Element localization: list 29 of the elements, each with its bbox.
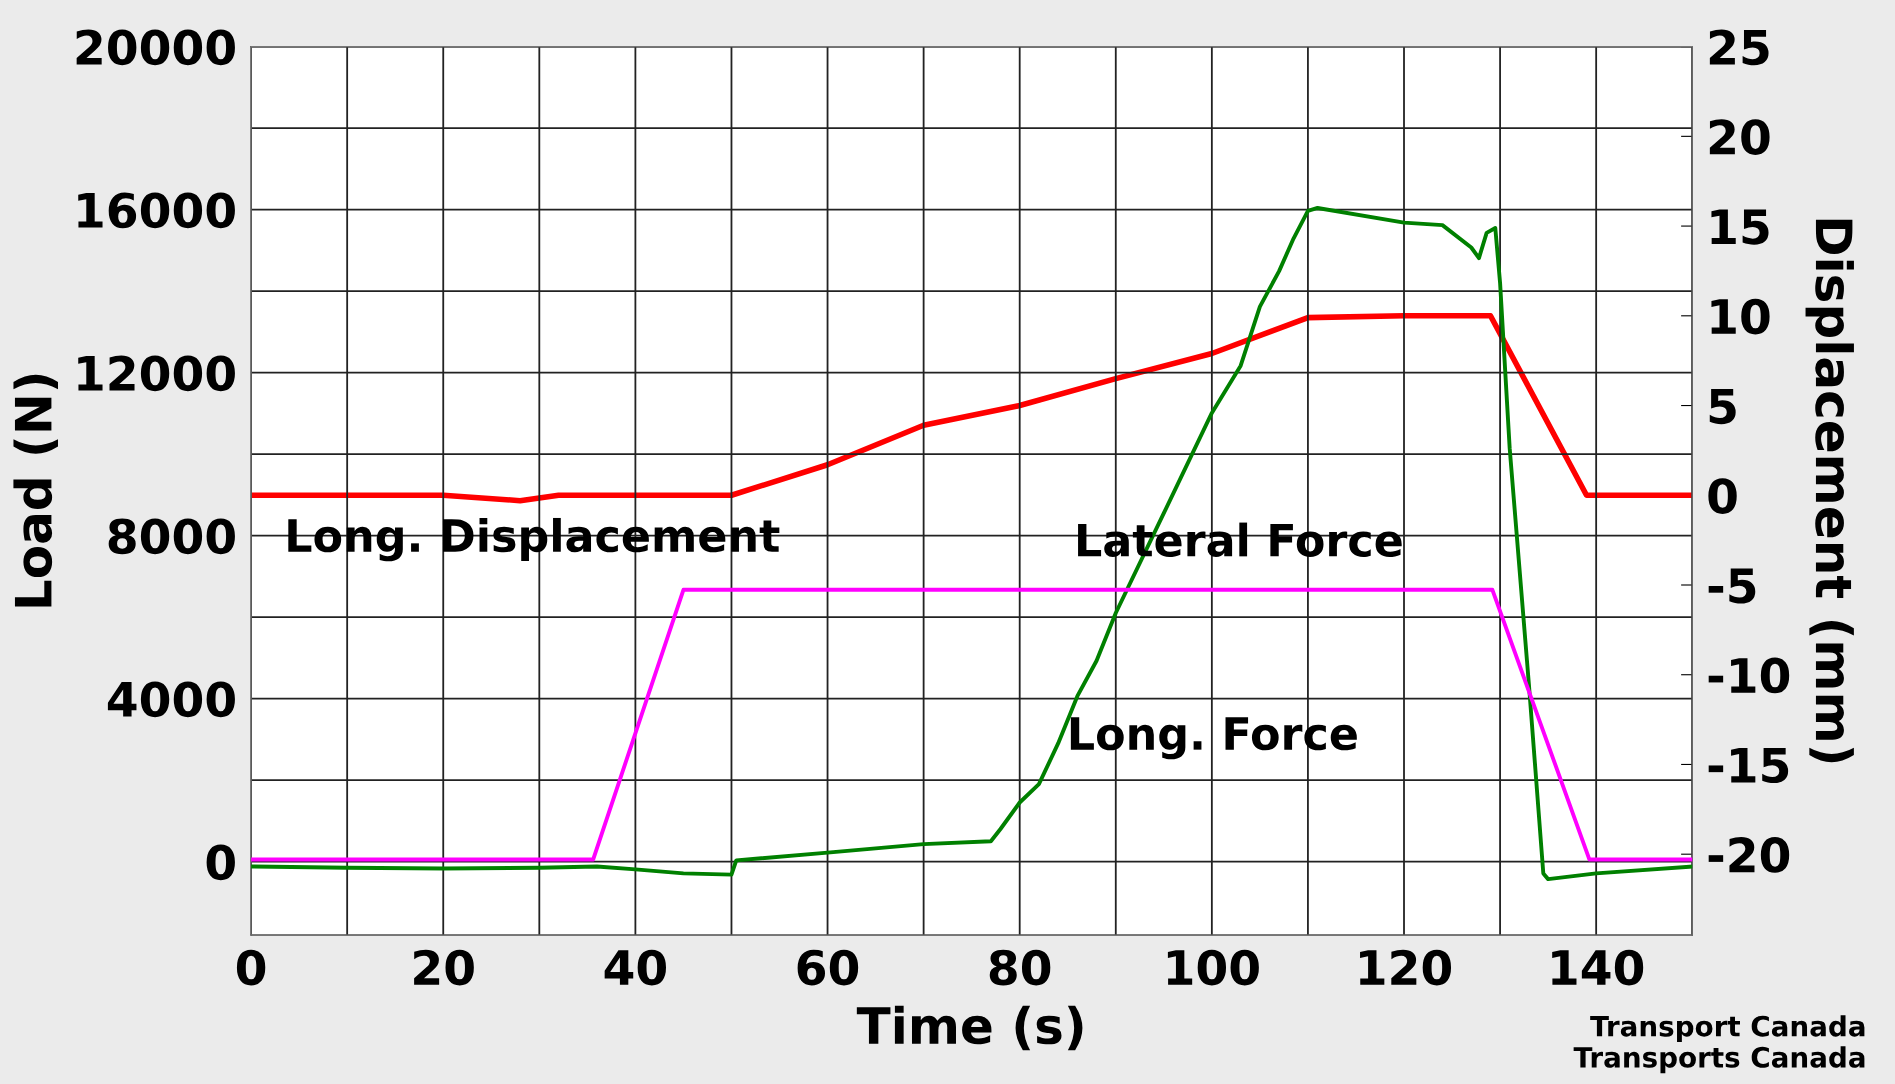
y-tick-label: 12000 (78, 355, 235, 392)
x-tick-label: 140 (1552, 949, 1644, 986)
y2-tick-label: -5 (1708, 568, 1756, 604)
y2-tick-label: 0 (1708, 478, 1737, 514)
y2-tick-label: 20 (1709, 119, 1770, 155)
y2-axis-title: Displacement (mm) (1805, 219, 1854, 763)
y-tick-label: 16000 (78, 192, 235, 229)
y-tick-label: 4000 (107, 681, 235, 718)
line-series (251, 206, 1693, 882)
y-tick-label: 20000 (76, 29, 235, 66)
x-tick-label: 100 (1167, 949, 1259, 986)
y2-tick-label: 15 (1711, 209, 1769, 245)
x-tick-label: 40 (604, 949, 666, 986)
x-tick-label: 0 (236, 949, 266, 986)
x-tick-label: 120 (1360, 949, 1452, 986)
y2-tick-label: 10 (1711, 298, 1770, 335)
y2-tick-label: -20 (1708, 837, 1790, 873)
x-tick-label: 60 (797, 949, 859, 986)
y2-tick-label: 5 (1709, 389, 1736, 425)
y2-tick-label: 25 (1709, 29, 1769, 66)
y-tick-label: 8000 (108, 518, 235, 555)
y2-tick-label: -15 (1708, 747, 1789, 784)
y-axis-title: Load (N) (13, 374, 58, 607)
x-tick-label: 80 (989, 949, 1051, 986)
y-tick-label: 0 (206, 844, 235, 881)
text: Transport Canada Transports Canada (1573, 1015, 1865, 1074)
y2-tick-label: -10 (1708, 657, 1790, 694)
x-tick-label: 20 (414, 949, 474, 986)
x-axis-title: Time (s) (856, 1005, 1083, 1051)
